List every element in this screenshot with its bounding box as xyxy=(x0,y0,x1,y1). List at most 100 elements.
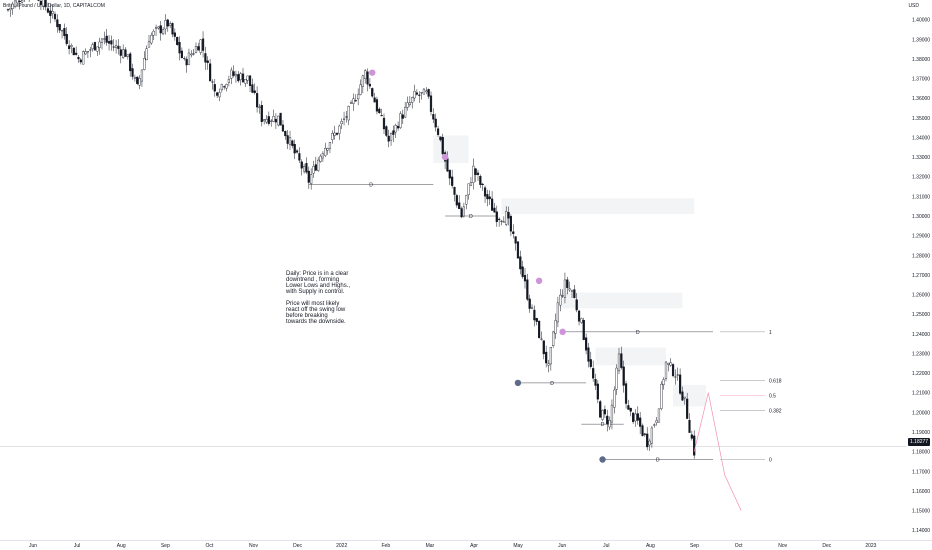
candle-body xyxy=(610,404,614,423)
candle-body xyxy=(526,279,529,300)
candle-body xyxy=(352,98,355,104)
candle-body xyxy=(340,120,343,125)
candle-body xyxy=(103,38,106,40)
candle-body xyxy=(122,49,125,58)
candle-body xyxy=(469,182,473,186)
candle-body xyxy=(241,73,245,83)
candle-body xyxy=(93,42,97,51)
y-tick-label: 1.37000 xyxy=(912,77,930,83)
candle-body xyxy=(147,41,151,48)
candle-body xyxy=(119,49,122,56)
candle-body xyxy=(446,158,449,172)
candle-body xyxy=(211,81,214,83)
analysis-annotation: Daily: Price is in a clear downtrend , f… xyxy=(286,271,351,325)
candle-body xyxy=(129,53,132,72)
candle-body xyxy=(107,41,111,44)
candle-body xyxy=(291,140,294,146)
y-tick-label: 1.14000 xyxy=(912,528,930,534)
y-tick-label: 1.32000 xyxy=(912,175,930,181)
candle-body xyxy=(662,379,665,385)
candle-body xyxy=(472,165,475,183)
candle-body xyxy=(171,23,174,35)
candle-body xyxy=(648,440,651,446)
candle-body xyxy=(690,434,693,439)
swing-markers xyxy=(369,69,606,463)
candle-body xyxy=(538,320,541,339)
candle-body xyxy=(201,38,205,51)
candle-body xyxy=(441,137,444,155)
horizontal-lines: D D D D D D 1 0.618 0.5 0.382 0 xyxy=(0,183,906,463)
candle-body xyxy=(91,44,94,50)
candle-body xyxy=(150,34,153,44)
candle-body xyxy=(82,51,85,65)
candle-body xyxy=(303,165,306,172)
y-tick-label: 1.24000 xyxy=(912,332,930,338)
candle-body xyxy=(258,106,261,108)
candle-body xyxy=(213,84,216,92)
candle-body xyxy=(415,92,418,95)
candle-body xyxy=(688,420,691,433)
candle-body xyxy=(646,433,649,448)
candle-body xyxy=(601,410,604,420)
y-tick-label: 1.25000 xyxy=(912,312,930,318)
candle-body xyxy=(60,30,64,32)
candle-body xyxy=(481,183,484,186)
candle-body xyxy=(126,54,129,57)
candle-body xyxy=(679,374,682,394)
candle-body xyxy=(345,116,348,118)
x-tick-label: Oct xyxy=(206,543,214,549)
candle-body xyxy=(592,368,595,379)
candle-body xyxy=(9,7,12,11)
candle-body xyxy=(681,391,684,401)
candle-body xyxy=(563,279,567,298)
y-tick-label: 1.30000 xyxy=(912,214,930,220)
candle-body xyxy=(239,73,242,80)
candle-body xyxy=(373,97,376,103)
y-tick-label: 1.16000 xyxy=(912,489,930,495)
candle-body xyxy=(131,68,134,77)
candle-body xyxy=(683,396,686,399)
candle-body xyxy=(627,405,630,410)
candle-body xyxy=(164,20,167,30)
candle-body xyxy=(615,367,618,390)
candle-body xyxy=(246,75,249,81)
candle-body xyxy=(448,169,451,179)
fib-label: 1 xyxy=(769,330,772,336)
candle-body xyxy=(530,306,534,309)
candle-body xyxy=(599,401,602,418)
candle-body xyxy=(606,415,609,425)
y-tick-label: 1.17000 xyxy=(912,469,930,475)
candle-body xyxy=(333,132,336,136)
candle-body xyxy=(284,131,287,137)
candle-body xyxy=(185,58,188,66)
candle-body xyxy=(674,376,677,378)
candle-body xyxy=(319,155,322,162)
candle-body xyxy=(46,8,50,13)
candle-body xyxy=(622,366,625,386)
candle-body xyxy=(664,361,668,379)
x-tick-label: Jul xyxy=(603,543,609,549)
candle-body xyxy=(176,37,179,45)
candle-body xyxy=(693,435,696,456)
candle-body xyxy=(51,11,54,14)
candle-body xyxy=(75,52,78,55)
candle-body xyxy=(561,295,564,297)
symbol-title: British Pound / U.S. Dollar, 1D, CAPITAL… xyxy=(3,3,105,9)
candle-body xyxy=(495,211,498,223)
candle-body xyxy=(326,148,329,151)
y-tick-label: 1.29000 xyxy=(912,234,930,240)
supply-zone xyxy=(433,135,469,163)
candle-body xyxy=(143,58,146,70)
y-tick-label: 1.34000 xyxy=(912,135,930,141)
candle-body xyxy=(382,117,386,130)
candle-body xyxy=(178,42,181,54)
candle-body xyxy=(420,92,423,94)
x-tick-label: Sep xyxy=(690,543,699,549)
supply-zone xyxy=(595,347,666,366)
candle-body xyxy=(498,218,501,220)
y-tick-label: 1.28000 xyxy=(912,253,930,259)
candle-body xyxy=(474,168,477,176)
candle-body xyxy=(279,112,282,126)
candle-body xyxy=(312,166,315,174)
